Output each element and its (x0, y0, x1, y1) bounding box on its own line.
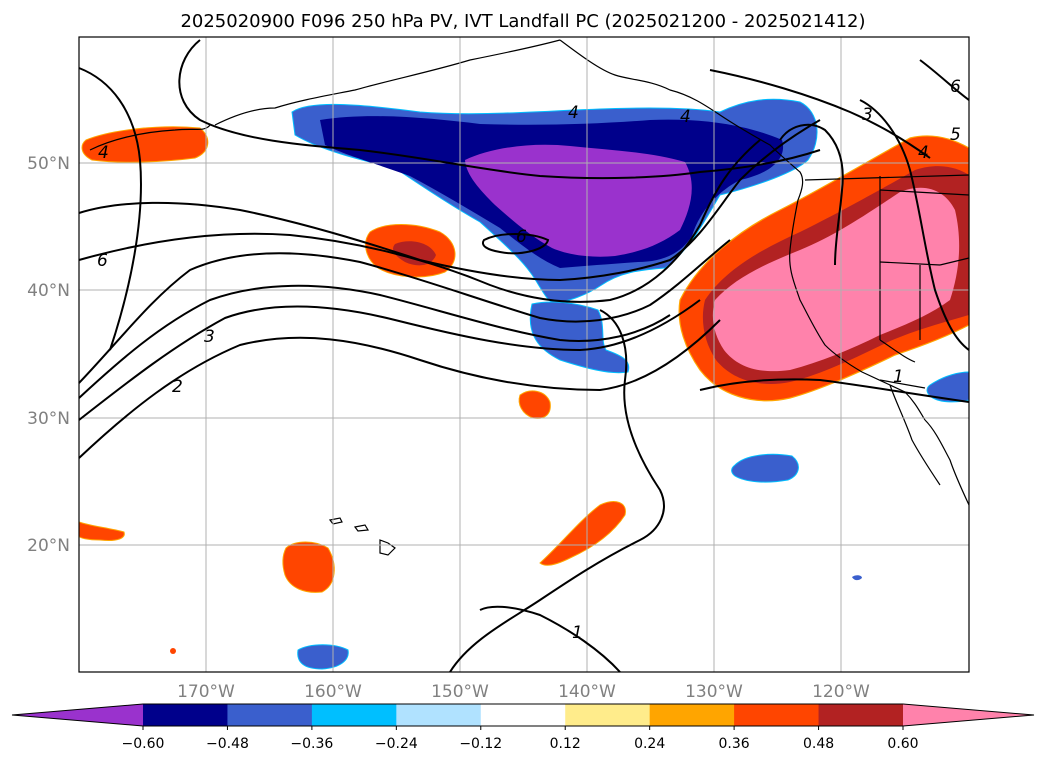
lon-tick-label: 130°W (685, 682, 743, 702)
colorbar-tick-label: 0.60 (887, 736, 918, 752)
colorbar-tick-label: 0.12 (550, 736, 581, 752)
map-frame (78, 36, 970, 673)
colorbar-segment (396, 704, 482, 726)
colorbar-tick-label: 0.36 (719, 736, 750, 752)
colorbar-tick-label: −0.24 (375, 736, 418, 752)
lat-tick-label: 20°N (27, 536, 70, 556)
colorbar-segment (649, 704, 735, 726)
colorbar-segment (818, 704, 904, 726)
colorbar-segment (565, 704, 651, 726)
colorbar-extend-low (12, 704, 143, 726)
colorbar-tick-label: 0.24 (634, 736, 665, 752)
contour-label: 4 (568, 103, 579, 123)
negative-anomaly-small-features (297, 371, 970, 670)
lat-tick-label: 30°N (27, 409, 70, 429)
lon-tick-label: 140°W (558, 682, 616, 702)
map-panel: 4 4 3 5 4 6 6 3 2 1 1 4 6 (78, 36, 970, 673)
lon-tick-label: 120°W (812, 682, 870, 702)
colorbar-segment (227, 704, 313, 726)
map-title: 2025020900 F096 250 hPa PV, IVT Landfall… (180, 11, 865, 32)
coastlines (89, 39, 970, 556)
lon-tick-label: 160°W (304, 682, 362, 702)
colorbar: −0.60 −0.48 −0.36 −0.24 −0.12 0.12 0.24 0.36 0.4… (11, 703, 1035, 752)
contour-label: 4 (98, 143, 109, 163)
contour-label: 6 (516, 227, 527, 247)
colorbar-tick-label: −0.60 (122, 736, 165, 752)
contour-label: 6 (950, 77, 961, 97)
contour-label: 4 (680, 107, 691, 127)
contour-label: 1 (893, 367, 904, 387)
contour-label: 5 (950, 125, 961, 145)
gridlines (79, 37, 969, 672)
pv-contours (78, 39, 970, 673)
contour-label: 6 (97, 251, 108, 271)
colorbar-segment (734, 704, 820, 726)
lat-tick-label: 40°N (27, 281, 70, 301)
lat-tick-label: 50°N (27, 154, 70, 174)
contour-label: 4 (918, 143, 929, 163)
latitude-labels: 50°N 40°N 30°N 20°N (27, 154, 70, 556)
colorbar-extend-high (903, 704, 1034, 726)
lon-tick-label: 170°W (177, 682, 235, 702)
colorbar-segment (311, 704, 397, 726)
positive-anomaly-west-coast (678, 135, 970, 402)
longitude-labels: 170°W 160°W 150°W 140°W 130°W 120°W (177, 682, 870, 702)
colorbar-segment (480, 704, 566, 726)
colorbar-tick-label: −0.36 (290, 736, 333, 752)
colorbar-tick-label: −0.12 (459, 736, 502, 752)
contour-label: 1 (572, 623, 583, 643)
lon-tick-label: 150°W (431, 682, 489, 702)
contour-label: 2 (172, 377, 183, 397)
colorbar-tick-label: 0.48 (803, 736, 834, 752)
contour-label: 3 (862, 105, 873, 125)
colorbar-tick-label: −0.48 (206, 736, 249, 752)
colorbar-segment (143, 704, 228, 726)
contour-label: 3 (204, 327, 215, 347)
contour-labels: 4 4 3 5 4 6 6 3 2 1 1 4 6 (97, 77, 961, 643)
